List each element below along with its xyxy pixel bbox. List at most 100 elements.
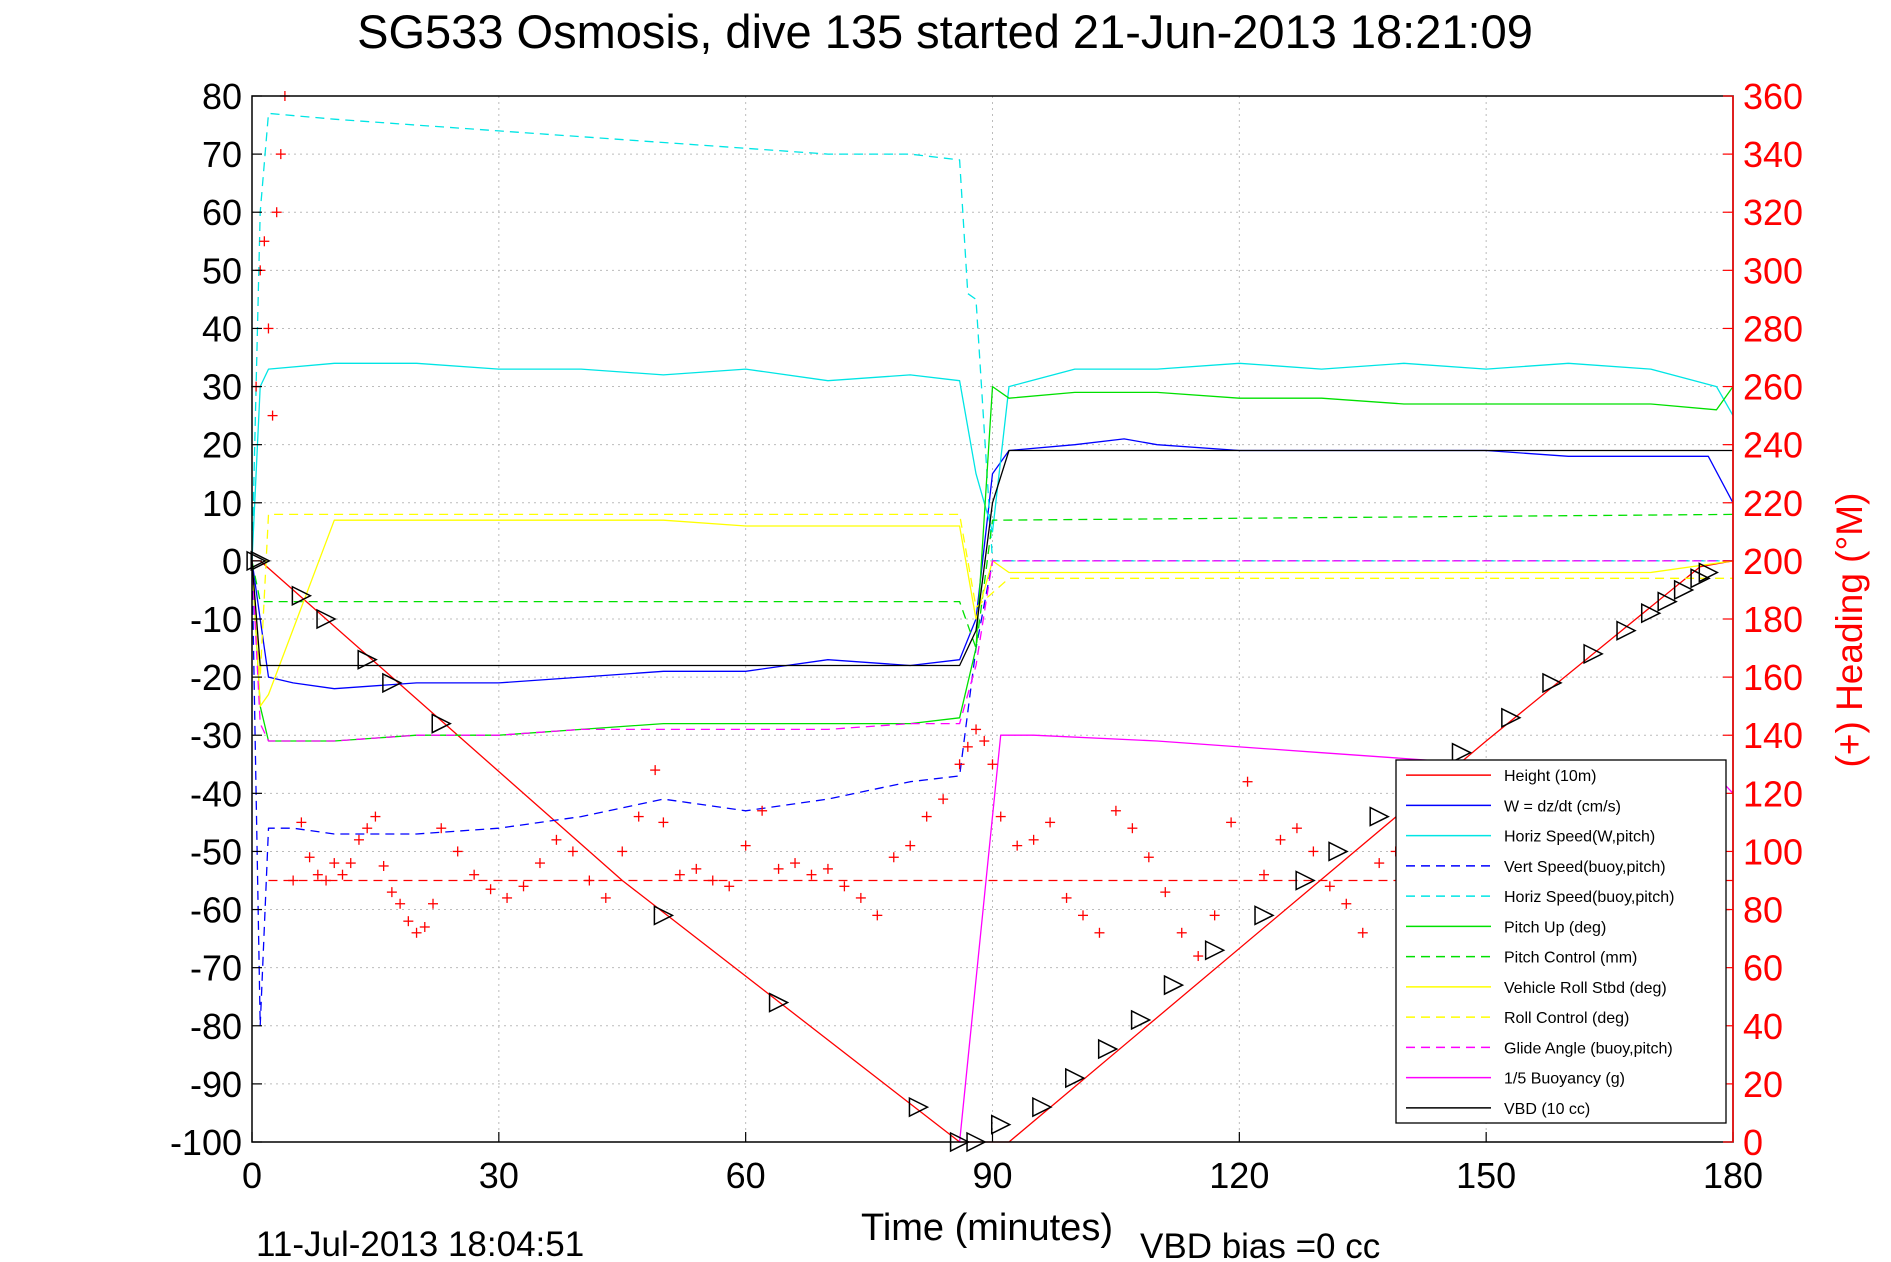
heading-marker (386, 887, 397, 898)
legend-label: Height (10m) (1504, 768, 1596, 785)
heading-marker (1176, 927, 1187, 938)
legend-label: Pitch Up (deg) (1504, 919, 1606, 936)
series-line-8 (251, 519, 1734, 707)
y-tick-label: 30 (202, 367, 242, 408)
heading-marker (518, 881, 529, 892)
y-tick-label: -40 (190, 773, 242, 814)
heading-marker (650, 765, 661, 776)
y-tick-label: -60 (190, 890, 242, 931)
heading-marker (362, 823, 373, 834)
heading-marker (502, 892, 513, 903)
heading-marker (839, 881, 850, 892)
right-tick-label: 220 (1743, 483, 1803, 524)
heading-marker (263, 323, 274, 334)
triangle-marker (1640, 602, 1662, 624)
y-tick-label: -10 (190, 599, 242, 640)
heading-marker (790, 858, 801, 869)
heading-marker (1374, 858, 1385, 869)
x-tick-label: 30 (479, 1155, 519, 1196)
triangle-marker (653, 905, 675, 926)
heading-marker (979, 736, 990, 747)
triangle-marker (1369, 806, 1390, 827)
y-tick-label: -70 (190, 948, 242, 989)
x-tick-label: 90 (972, 1155, 1012, 1196)
heading-marker (1275, 834, 1286, 845)
heading-marker (724, 881, 735, 892)
legend-label: W = dz/dt (cm/s) (1504, 798, 1621, 815)
x-axis-label: Time (minutes) (861, 1207, 1113, 1249)
heading-marker (1061, 892, 1072, 903)
legend-label: Vert Speed(buoy,pitch) (1504, 859, 1666, 876)
right-tick-label: 80 (1743, 890, 1783, 931)
legend-label: Pitch Control (mm) (1504, 950, 1637, 967)
triangle-marker (1698, 562, 1719, 583)
heading-marker (411, 927, 422, 938)
heading-marker (1357, 927, 1368, 938)
triangle-marker (1542, 672, 1563, 694)
x-tick-label: 180 (1703, 1155, 1763, 1196)
heading-marker (370, 811, 381, 822)
series-line-12 (251, 449, 1733, 667)
triangle-marker (1501, 707, 1522, 729)
heading-marker (485, 884, 496, 895)
right-tick-label: 160 (1743, 657, 1803, 698)
heading-marker (1078, 910, 1089, 921)
triangle-marker (1657, 591, 1678, 612)
right-tick-label: 240 (1743, 425, 1803, 466)
footer-timestamp: 11-Jul-2013 18:04:51 (256, 1225, 584, 1262)
series-line-4 (251, 560, 1733, 1027)
heading-marker (617, 846, 628, 857)
right-tick-label: 0 (1743, 1122, 1763, 1163)
heading-marker (938, 794, 949, 805)
triangle-marker (1163, 974, 1185, 996)
y-tick-label: 40 (202, 308, 242, 349)
heading-marker (1209, 910, 1220, 921)
triangle-marker (382, 672, 403, 694)
legend-label: Horiz Speed(W,pitch) (1504, 829, 1655, 846)
heading-marker (691, 863, 702, 874)
heading-marker (353, 834, 364, 845)
heading-marker (267, 410, 278, 421)
triangle-marker (357, 649, 378, 670)
heading-marker (1127, 823, 1138, 834)
triangle-marker (1616, 620, 1637, 641)
triangle-marker (291, 585, 313, 606)
heading-marker (1160, 887, 1171, 898)
triangle-marker (1295, 870, 1316, 891)
heading-marker (259, 236, 270, 247)
y-axis-ticks: 80 70 60 50 40 30 20 10 0 -10 -20 -30 -40 -50 -60 -70 -8… (170, 76, 262, 1163)
legend-label: VBD (10 cc) (1504, 1101, 1590, 1118)
right-tick-label: 60 (1743, 948, 1783, 989)
right-tick-label: 280 (1743, 308, 1803, 349)
heading-marker (888, 852, 899, 863)
heading-marker (806, 869, 817, 880)
heading-marker (345, 858, 356, 869)
heading-marker (329, 858, 340, 869)
heading-marker (1259, 869, 1270, 880)
heading-marker (288, 875, 299, 886)
triangle-marker (1254, 905, 1275, 926)
heading-marker (436, 823, 447, 834)
heading-marker (271, 207, 282, 218)
heading-marker (600, 892, 611, 903)
right-tick-label: 360 (1743, 76, 1803, 117)
triangle-marker (1451, 742, 1473, 763)
triangle-marker (1690, 568, 1711, 589)
triangle-marker (1204, 940, 1226, 961)
heading-marker (971, 724, 982, 735)
heading-marker (757, 805, 768, 816)
legend-label: Vehicle Roll Stbd (deg) (1504, 980, 1667, 997)
right-tick-label: 320 (1743, 192, 1803, 233)
triangle-marker (1673, 579, 1695, 601)
heading-marker (707, 875, 718, 886)
heading-marker (872, 910, 883, 921)
heading-marker (1012, 840, 1023, 851)
triangle-marker (316, 608, 337, 630)
heading-marker (534, 858, 545, 869)
heading-marker (312, 869, 323, 880)
heading-marker (1226, 817, 1237, 828)
heading-marker (584, 875, 595, 886)
heading-marker (987, 759, 998, 770)
heading-marker (1094, 927, 1105, 938)
